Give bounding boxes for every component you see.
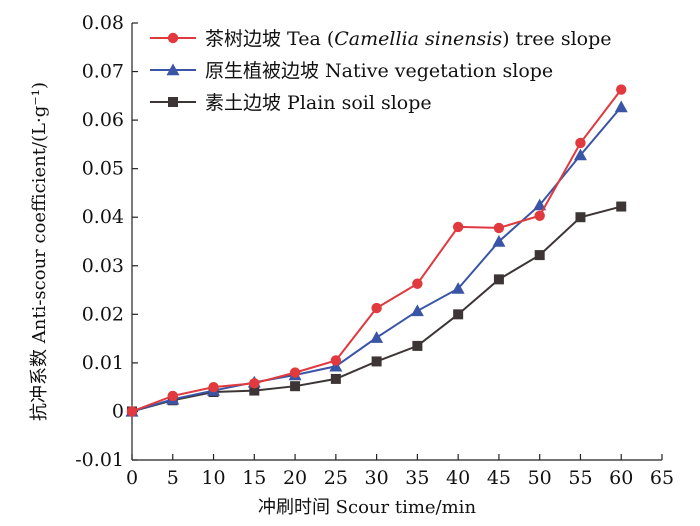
y-tick-label: 0.04: [82, 206, 124, 228]
data-point: [616, 201, 627, 212]
data-point: [412, 340, 423, 351]
x-tick-label: 15: [242, 467, 266, 489]
data-point: [370, 331, 384, 343]
x-tick-label: 10: [201, 467, 225, 489]
data-point: [412, 278, 423, 289]
legend-item: 原生植被边坡 Native vegetation slope: [150, 60, 553, 82]
y-tick-label: 0.01: [82, 352, 124, 374]
data-point: [452, 221, 464, 233]
data-point: [575, 212, 586, 223]
y-tick-label: 0.06: [82, 109, 124, 131]
data-point: [249, 378, 260, 389]
y-tick-label: 0.03: [82, 255, 124, 277]
axes: 0 5 10 15 20 25 30 35 40 45 50 55 60 65-0.0100.010.02…: [75, 12, 674, 489]
x-tick-label: 20: [283, 467, 307, 489]
data-point: [126, 406, 138, 417]
series-0: [126, 84, 627, 417]
series-1: [125, 100, 628, 417]
data-point: [289, 367, 301, 378]
x-tick-label: 35: [405, 467, 429, 489]
y-tick-label: 0.02: [82, 303, 124, 325]
data-point: [249, 385, 260, 396]
data-point: [410, 304, 424, 317]
x-tick-label: 55: [568, 467, 592, 489]
y-tick-label: 0.05: [82, 158, 124, 180]
legend-label: 原生植被边坡 Native vegetation slope: [205, 60, 553, 82]
data-point: [208, 381, 219, 393]
legend-label: 茶树边坡 Tea (Camellia sinensis) tree slope: [205, 28, 612, 50]
data-point: [330, 355, 342, 366]
x-tick-label: 50: [528, 467, 552, 489]
legend-swatch-marker: [168, 97, 178, 107]
data-point: [167, 390, 178, 402]
data-point: [616, 84, 627, 95]
data-point: [330, 373, 341, 384]
data-point: [533, 198, 547, 211]
data-point: [614, 100, 628, 113]
data-point: [290, 381, 301, 392]
x-axis-label: 冲刷时间 Scour time/min: [258, 497, 476, 518]
y-tick-label: 0.07: [82, 61, 124, 83]
legend-item: 素土边坡 Plain soil slope: [150, 92, 432, 114]
data-point: [573, 148, 587, 161]
data-point: [371, 356, 382, 367]
x-tick-label: 25: [324, 467, 348, 489]
legend-swatch-marker: [167, 32, 179, 44]
data-point: [453, 309, 464, 320]
y-tick-label: 0: [112, 400, 124, 422]
y-tick-label: -0.01: [75, 449, 124, 471]
legend-swatch-marker: [166, 63, 180, 76]
data-point: [575, 137, 586, 149]
data-point: [371, 302, 382, 314]
x-tick-label: 5: [167, 467, 179, 489]
x-tick-label: 30: [365, 467, 389, 489]
y-tick-label: 0.08: [82, 12, 124, 34]
data-point: [492, 235, 506, 247]
legend-label: 素土边坡 Plain soil slope: [205, 92, 432, 114]
x-tick-label: 45: [487, 467, 511, 489]
series-layer: [125, 84, 628, 417]
x-tick-label: 0: [126, 467, 138, 489]
y-axis-label: 抗冲系数 Anti-scour coefficient/(L·g⁻¹): [29, 82, 50, 421]
x-tick-label: 65: [650, 467, 674, 489]
x-tick-label: 40: [446, 467, 470, 489]
data-point: [534, 250, 545, 261]
x-tick-label: 60: [609, 467, 633, 489]
data-point: [534, 210, 545, 221]
data-point: [493, 274, 504, 285]
legend: 茶树边坡 Tea (Camellia sinensis) tree slope 原…: [150, 28, 612, 114]
data-point: [493, 222, 505, 234]
legend-item: 茶树边坡 Tea (Camellia sinensis) tree slope: [150, 28, 612, 50]
data-point: [451, 282, 465, 294]
